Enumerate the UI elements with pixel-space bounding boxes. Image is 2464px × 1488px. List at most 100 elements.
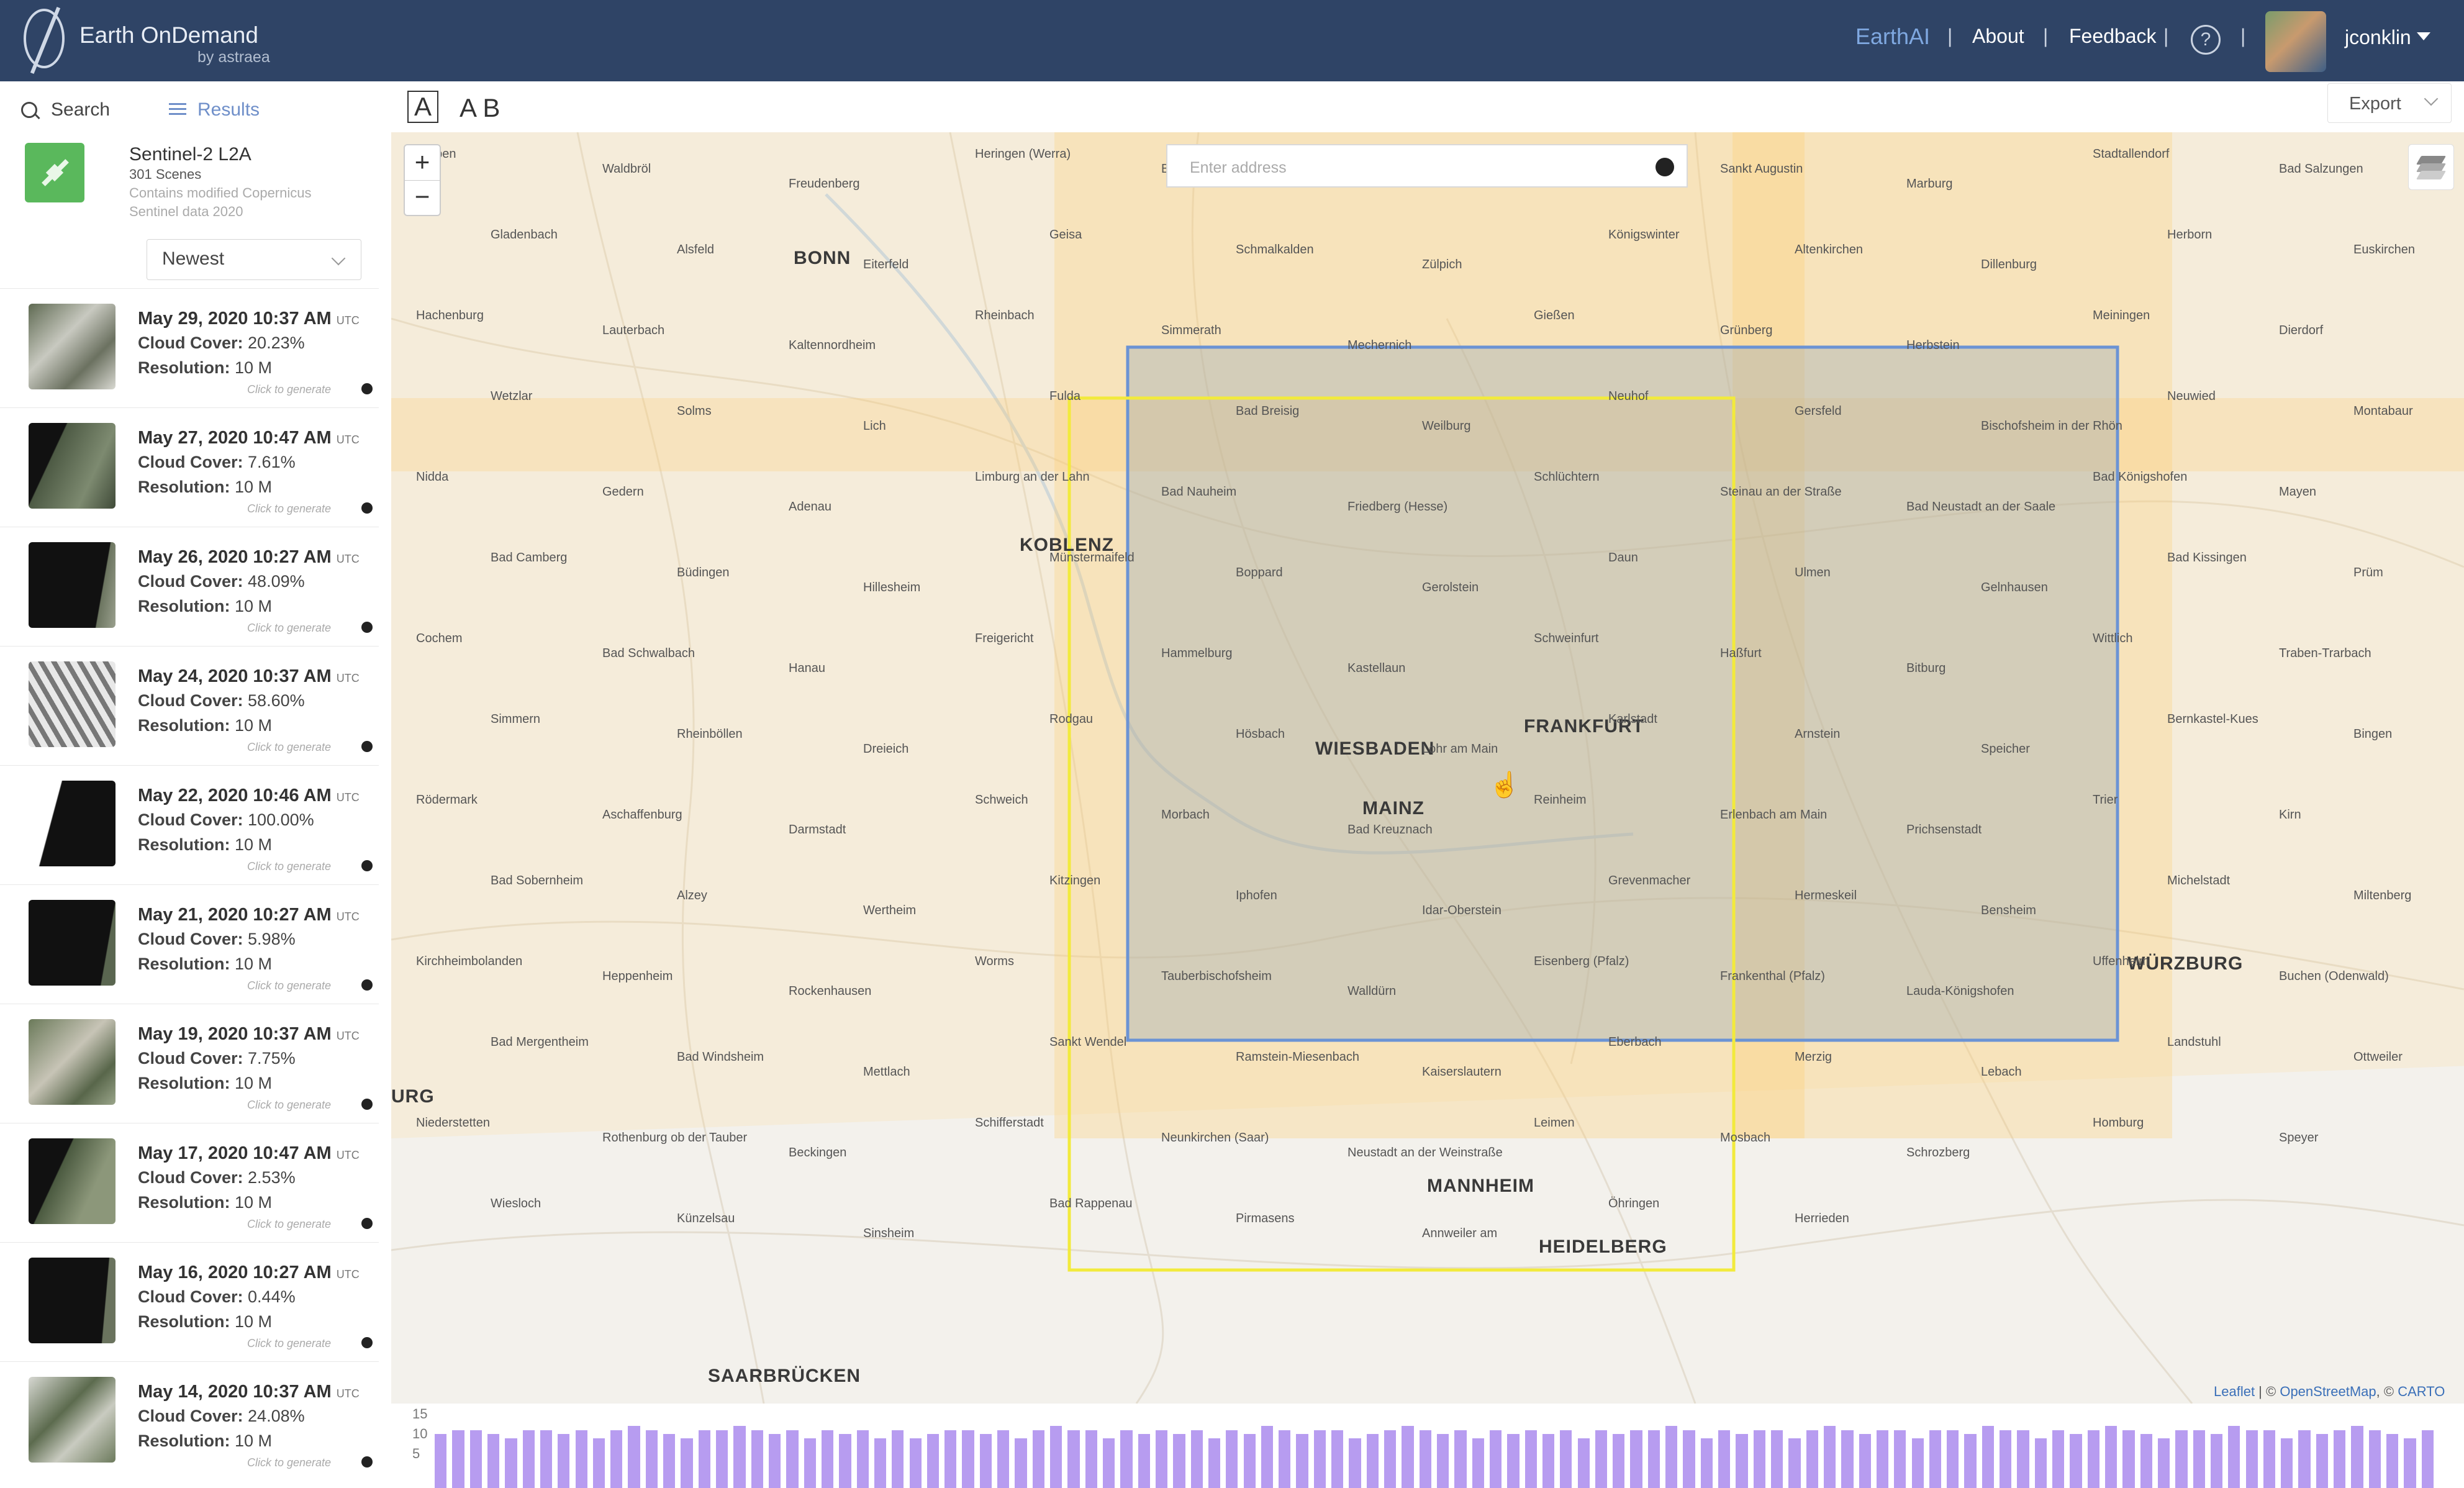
scene-generate-hint[interactable]: Click to generate [247, 1456, 332, 1469]
earth-ondemand-logo-icon[interactable] [24, 9, 65, 68]
scene-generate-hint[interactable]: Click to generate [247, 1218, 332, 1230]
histogram-bar[interactable] [1489, 1430, 1502, 1488]
histogram-bar[interactable] [610, 1430, 623, 1488]
histogram-bar[interactable] [1771, 1430, 1783, 1488]
histogram-bar[interactable] [522, 1430, 535, 1488]
histogram-bar[interactable] [751, 1430, 763, 1488]
histogram-bar[interactable] [2245, 1430, 2258, 1488]
export-button[interactable]: Export [2327, 83, 2452, 123]
histogram-bar[interactable] [2368, 1430, 2381, 1488]
results-list-icon[interactable] [169, 103, 186, 116]
app-name[interactable]: Earth OnDemand [79, 22, 258, 48]
nav-about-link[interactable]: About [1972, 25, 2024, 47]
histogram-bar[interactable] [926, 1434, 940, 1488]
scene-list-item[interactable]: May 19, 2020 10:37 AM UTC Cloud Cover: 7.… [0, 1004, 379, 1123]
histogram-bar[interactable] [1823, 1426, 1836, 1488]
histogram-bar[interactable] [1507, 1434, 1520, 1488]
histogram-bar[interactable] [733, 1426, 746, 1488]
zoom-in-button[interactable]: + [405, 145, 440, 181]
histogram-bar[interactable] [1982, 1426, 1995, 1488]
histogram-bar[interactable] [698, 1430, 710, 1488]
scene-list-item[interactable]: May 26, 2020 10:27 AM UTC Cloud Cover: 48… [0, 527, 379, 646]
view-ab-toggle[interactable]: A B [460, 93, 500, 122]
histogram-bar[interactable] [558, 1434, 570, 1488]
histogram-bar[interactable] [1155, 1430, 1168, 1488]
histogram-bar[interactable] [1015, 1438, 1027, 1488]
histogram-bar[interactable] [1718, 1430, 1731, 1488]
nav-earthai-link[interactable]: EarthAI [1855, 24, 1931, 49]
histogram-bar[interactable] [2105, 1426, 2118, 1488]
histogram-bar[interactable] [1560, 1430, 1572, 1488]
histogram-bar[interactable] [1454, 1430, 1467, 1488]
histogram-bar[interactable] [435, 1434, 447, 1488]
histogram-bar[interactable] [716, 1430, 728, 1488]
histogram-bar[interactable] [1261, 1426, 1274, 1488]
histogram-bar[interactable] [1876, 1430, 1889, 1488]
histogram-bar[interactable] [1911, 1438, 1924, 1488]
scene-thumbnail[interactable] [29, 423, 116, 509]
histogram-bar[interactable] [1032, 1430, 1044, 1488]
histogram-bar[interactable] [786, 1430, 799, 1488]
histogram-bar[interactable] [2210, 1434, 2223, 1488]
histogram-bar[interactable] [2070, 1434, 2082, 1488]
histogram-bar[interactable] [2404, 1438, 2416, 1488]
histogram-bar[interactable] [2034, 1438, 2047, 1488]
scene-generate-hint[interactable]: Click to generate [247, 1337, 332, 1350]
scene-thumbnail[interactable] [29, 1138, 116, 1224]
histogram-bar[interactable] [2351, 1426, 2363, 1488]
histogram-bar[interactable] [2263, 1430, 2276, 1488]
histogram-bar[interactable] [1753, 1430, 1765, 1488]
histogram-bar[interactable] [1929, 1430, 1942, 1488]
histogram-bar[interactable] [1947, 1430, 1959, 1488]
histogram-bar[interactable] [856, 1430, 869, 1488]
scene-thumbnail[interactable] [29, 1019, 116, 1105]
histogram-bar[interactable] [997, 1430, 1010, 1488]
leaflet-link[interactable]: Leaflet [2214, 1384, 2255, 1399]
histogram-bar[interactable] [1331, 1430, 1344, 1488]
histogram-bar[interactable] [2087, 1430, 2099, 1488]
histogram-bar[interactable] [681, 1438, 693, 1488]
histogram-bar[interactable] [1279, 1430, 1291, 1488]
scene-thumbnail[interactable] [29, 304, 116, 389]
histogram-bar[interactable] [1788, 1438, 1801, 1488]
date-histogram[interactable]: 15 10 5 [391, 1404, 2464, 1488]
histogram-bar[interactable] [2193, 1430, 2205, 1488]
username[interactable]: jconklin [2345, 26, 2411, 48]
scene-thumbnail[interactable] [29, 1377, 116, 1463]
scene-generate-hint[interactable]: Click to generate [247, 502, 332, 515]
scene-list-item[interactable]: May 22, 2020 10:46 AM UTC Cloud Cover: 10… [0, 765, 379, 884]
histogram-bar[interactable] [909, 1438, 922, 1488]
nav-feedback-link[interactable]: Feedback [2069, 25, 2157, 47]
histogram-bar[interactable] [1577, 1438, 1590, 1488]
histogram-bar[interactable] [469, 1430, 482, 1488]
help-icon[interactable]: ? [2191, 25, 2221, 55]
histogram-bar[interactable] [2140, 1434, 2152, 1488]
scene-generate-hint[interactable]: Click to generate [247, 741, 332, 753]
histogram-bar[interactable] [1736, 1434, 1748, 1488]
histogram-bar[interactable] [1806, 1430, 1818, 1488]
histogram-bar[interactable] [979, 1434, 992, 1488]
scene-generate-hint[interactable]: Click to generate [247, 979, 332, 992]
histogram-bar[interactable] [1085, 1430, 1097, 1488]
carto-link[interactable]: CARTO [2398, 1384, 2445, 1399]
locate-icon[interactable] [1656, 158, 1674, 176]
histogram-bar[interactable] [1138, 1434, 1150, 1488]
histogram-bar[interactable] [2316, 1434, 2329, 1488]
histogram-bar[interactable] [505, 1438, 517, 1488]
histogram-bar[interactable] [1243, 1434, 1256, 1488]
scene-generate-hint[interactable]: Click to generate [247, 860, 332, 873]
layers-button[interactable] [2408, 144, 2454, 190]
histogram-bar[interactable] [540, 1430, 553, 1488]
histogram-bar[interactable] [645, 1430, 658, 1488]
histogram-bar[interactable] [1542, 1434, 1555, 1488]
view-a-toggle[interactable]: A [407, 91, 439, 123]
histogram-bar[interactable] [1313, 1430, 1326, 1488]
histogram-bar[interactable] [1964, 1434, 1977, 1488]
histogram-bar[interactable] [2334, 1430, 2346, 1488]
histogram-bar[interactable] [874, 1438, 887, 1488]
histogram-bar[interactable] [2157, 1438, 2170, 1488]
search-icon[interactable] [21, 102, 37, 118]
histogram-bar[interactable] [2122, 1430, 2135, 1488]
histogram-bar[interactable] [839, 1434, 851, 1488]
histogram-bar[interactable] [962, 1430, 974, 1488]
